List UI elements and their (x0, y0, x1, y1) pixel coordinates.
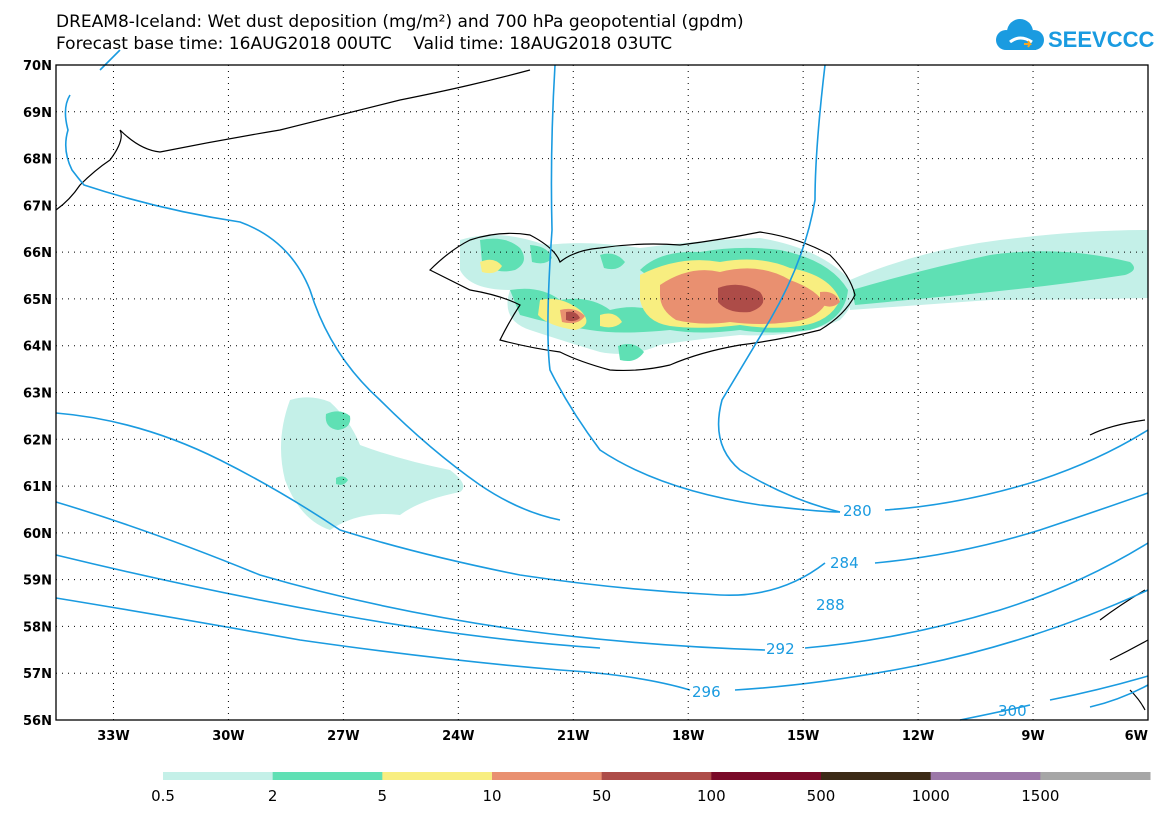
dust-region (600, 313, 622, 328)
dust-region (618, 344, 644, 361)
logo-text: SEEVCCC (1048, 27, 1154, 52)
geopotential-contours (55, 49, 1149, 721)
contour-line (547, 64, 841, 513)
latitude-tick-label: 57N (23, 667, 52, 682)
norway-scotland-coast (1089, 419, 1146, 436)
dust-deposition-shading (281, 230, 1148, 530)
latitude-tick-label: 64N (23, 340, 52, 355)
longitude-tick-label: 6W (1125, 729, 1148, 744)
map-gridlines (56, 65, 1148, 720)
contour-label: 280 (843, 502, 872, 520)
colorbar-label: 50 (592, 787, 611, 805)
latitude-tick-label: 67N (23, 199, 52, 214)
contour-line (959, 675, 1149, 721)
latitude-tick-label: 59N (23, 574, 52, 589)
longitude-tick-label: 33W (97, 729, 129, 744)
contour-line (874, 492, 1149, 564)
contour-line (55, 597, 691, 691)
contour-line (1089, 684, 1149, 708)
contour-line (55, 412, 826, 597)
contour-line (99, 49, 121, 71)
colorbar-label: 1500 (1021, 787, 1059, 805)
colorbar-label: 1000 (912, 787, 950, 805)
longitude-tick-label: 27W (327, 729, 359, 744)
dust-region (281, 397, 464, 530)
map-subtitle-times: Forecast base time: 16AUG2018 00UTC Vali… (56, 34, 673, 54)
longitude-tick-label: 15W (787, 729, 819, 744)
colorbar-swatch (382, 772, 493, 780)
latitude-tick-label: 60N (23, 527, 52, 542)
latitude-tick-label: 69N (23, 106, 52, 121)
latitude-tick-label: 63N (23, 387, 52, 402)
longitude-tick-label: 18W (672, 729, 704, 744)
latitude-tick-label: 58N (23, 620, 52, 635)
contour-label: 284 (830, 554, 859, 572)
map-frame (55, 64, 1149, 721)
colorbar-label: 10 (482, 787, 501, 805)
latitude-labels: 70N 69N 68N 67N 66N 65N 64N 63N 62N 61N 60N 59N 58N 5… (23, 59, 52, 729)
longitude-tick-label: 24W (442, 729, 474, 744)
colorbar-label: 500 (807, 787, 836, 805)
contour-line (734, 589, 1149, 691)
contour-line (64, 94, 561, 521)
dust-region (336, 476, 348, 485)
seevccc-logo: SEEVCCC (996, 19, 1154, 52)
colorbar-label: 0.5 (151, 787, 175, 805)
contour-line (717, 64, 841, 513)
longitude-tick-label: 12W (902, 729, 934, 744)
colorbar-swatch (930, 772, 1041, 780)
map-title: DREAM8-Iceland: Wet dust deposition (mg/… (56, 12, 744, 32)
contour-label: 300 (998, 702, 1027, 720)
colorbar-legend: 0.5 2 5 10 50 100 500 1000 1500 (151, 772, 1151, 805)
iceland-coast (428, 231, 856, 372)
latitude-tick-label: 66N (23, 246, 52, 261)
contour-label: 288 (816, 596, 845, 614)
colorbar-swatch (821, 772, 932, 780)
longitude-tick-label: 9W (1021, 729, 1044, 744)
cloud-icon (996, 19, 1044, 50)
dust-region (325, 411, 351, 430)
colorbar-label: 100 (697, 787, 726, 805)
contour-line (55, 501, 766, 651)
longitude-labels: 33W 30W 27W 24W 21W 18W 15W 12W 9W 6W (97, 729, 1148, 744)
colorbar-swatch (492, 772, 603, 780)
colorbar-swatch (1040, 772, 1151, 780)
dust-region (530, 245, 552, 264)
contour-labels: 280 284 288 292 296 300 (692, 502, 1027, 720)
latitude-tick-label: 70N (23, 59, 52, 74)
latitude-tick-label: 56N (23, 714, 52, 729)
contour-label: 292 (766, 640, 795, 658)
contour-line (55, 554, 601, 649)
latitude-tick-label: 61N (23, 480, 52, 495)
longitude-tick-label: 21W (557, 729, 589, 744)
contour-line (884, 429, 1149, 511)
latitude-tick-label: 62N (23, 433, 52, 448)
dust-region (852, 251, 1134, 305)
latitude-tick-label: 68N (23, 153, 52, 168)
longitude-tick-label: 30W (212, 729, 244, 744)
colorbar-swatch (272, 772, 383, 780)
colorbar-swatch (163, 772, 274, 780)
colorbar-label: 5 (378, 787, 388, 805)
dust-region (600, 253, 625, 270)
dust-region (480, 259, 502, 274)
greenland-coast (55, 69, 531, 211)
colorbar-swatch (711, 772, 822, 780)
colorbar-swatch (601, 772, 712, 780)
colorbar-label: 2 (268, 787, 278, 805)
contour-line (804, 542, 1149, 649)
dust-region (566, 311, 580, 322)
coastlines (55, 69, 1149, 711)
contour-label: 296 (692, 683, 721, 701)
latitude-tick-label: 65N (23, 293, 52, 308)
